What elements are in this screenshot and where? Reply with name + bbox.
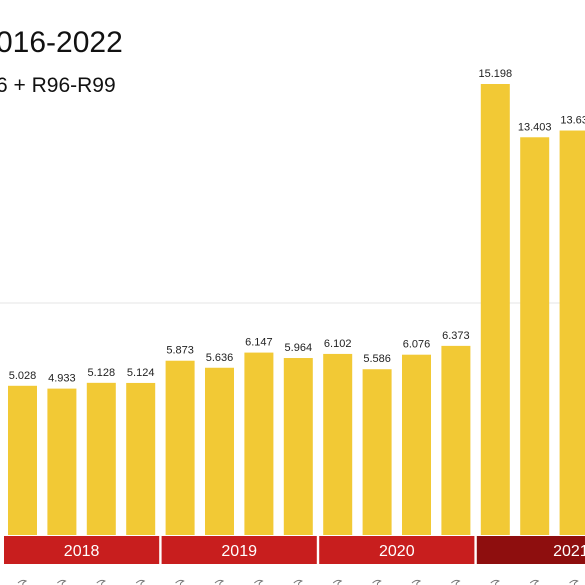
x-tick-label-fragment: [96, 579, 106, 585]
bar-value-label: 6.076: [403, 339, 431, 351]
x-tick-label-fragment: [214, 579, 225, 585]
x-tick-label-fragment: [332, 579, 343, 585]
year-band: [161, 536, 317, 564]
bar: [47, 388, 77, 535]
x-tick-label-fragment: [254, 579, 264, 585]
bar-value-label: 5.873: [166, 345, 194, 357]
year-band-label: 2021: [553, 543, 585, 560]
x-tick-label-fragment: [569, 579, 579, 585]
bar-value-label: 6.102: [324, 338, 352, 350]
bar: [205, 367, 234, 535]
bar: [8, 385, 37, 535]
x-tick-label-fragment: [451, 579, 461, 585]
chart-subtitle: 6 + R96-R99: [0, 74, 116, 97]
bar-value-label: 5.964: [285, 342, 313, 354]
year-band-label: 2020: [379, 543, 415, 560]
bar-value-label: 6.373: [442, 330, 470, 342]
bar: [441, 345, 471, 535]
bar-value-label: 5.636: [206, 352, 234, 364]
year-band-label: 2018: [64, 543, 100, 560]
bar: [244, 352, 274, 535]
x-tick-label-fragment: [135, 579, 146, 585]
bar: [520, 137, 550, 536]
bar-value-label: 4.933: [48, 373, 76, 385]
bar: [323, 353, 353, 535]
bar-value-label: 13.403: [518, 121, 552, 133]
x-tick-label-fragment: [293, 579, 303, 585]
x-tick-label-fragment: [372, 579, 382, 585]
x-tick-label-fragment: [490, 579, 500, 585]
bar-value-label: 5.128: [88, 367, 116, 379]
year-band: [4, 536, 160, 564]
year-band-label: 2019: [221, 543, 257, 560]
bar: [283, 358, 313, 535]
bar: [86, 382, 116, 535]
x-tick-label-fragment: [17, 579, 28, 585]
bar-value-label: 15.198: [478, 68, 512, 80]
bar: [559, 130, 585, 535]
chart-title: 016-2022: [0, 26, 123, 59]
bar: [402, 354, 431, 535]
bar: [480, 84, 510, 535]
year-band: [319, 536, 475, 564]
bar-value-label: 6.147: [245, 337, 273, 349]
bar-value-label: 5.586: [363, 353, 391, 365]
bar: [165, 360, 195, 535]
bar-value-label: 5.028: [9, 370, 37, 382]
x-tick-label-fragment: [57, 579, 67, 585]
bar: [362, 369, 392, 535]
bar: [126, 382, 156, 535]
year-band: [476, 536, 585, 564]
bar-value-label: 13.63: [560, 115, 585, 127]
x-tick-label-fragment: [529, 579, 540, 585]
x-tick-label-fragment: [411, 579, 422, 585]
x-tick-label-fragment: [175, 579, 185, 585]
bar-value-label: 5.124: [127, 367, 155, 379]
